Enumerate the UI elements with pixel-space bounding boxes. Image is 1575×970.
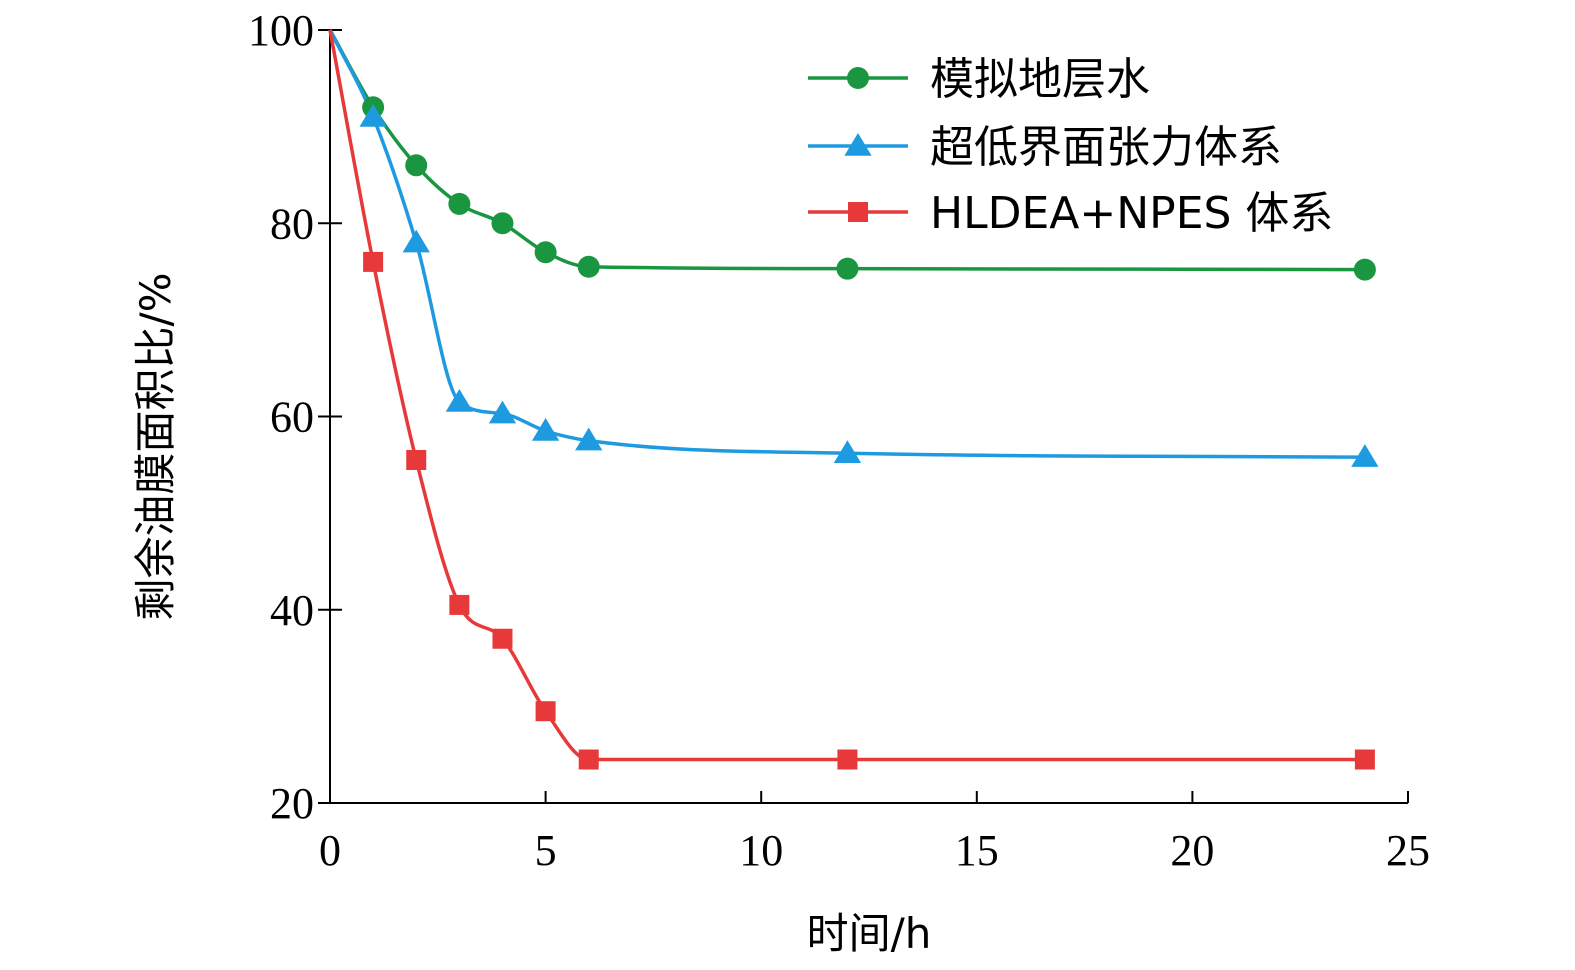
data-point-2-5 (535, 701, 556, 722)
legend-label-2: HLDEA+NPES 体系 (930, 188, 1333, 239)
data-point-2-1 (363, 251, 384, 272)
data-point-0-7 (836, 257, 859, 280)
series-line-1 (328, 29, 1365, 459)
x-tick-label: 5 (535, 826, 557, 875)
data-point-1-2 (402, 229, 430, 253)
x-tick-label: 10 (739, 826, 783, 875)
series-markers (359, 96, 1379, 770)
data-point-2-2 (406, 449, 427, 470)
data-point-1-6 (575, 427, 603, 451)
data-point-2-7 (837, 749, 858, 770)
data-point-2-8 (1354, 749, 1375, 770)
y-tick-label: 80 (270, 199, 314, 248)
y-tick-label: 60 (270, 393, 314, 442)
data-point-1-3 (445, 389, 474, 412)
data-point-1-5 (531, 417, 560, 441)
data-point-0-5 (534, 241, 557, 264)
legend-marker-2 (848, 202, 868, 222)
data-point-2-6 (578, 749, 599, 770)
y-tick-label: 40 (270, 586, 314, 635)
x-tick-label: 20 (1170, 826, 1214, 875)
legend-marker-0 (847, 67, 869, 89)
data-point-1-1 (359, 103, 387, 127)
axes: 0 5 10 15 20 25 20 40 60 80 100 (248, 6, 1430, 875)
y-axis-title: 剩余油膜面积比/% (131, 272, 180, 620)
data-point-0-8 (1353, 258, 1376, 281)
data-point-1-4 (488, 400, 517, 424)
x-tick-label: 0 (319, 826, 341, 875)
y-tick-label: 100 (248, 6, 314, 55)
data-point-0-2 (405, 154, 428, 177)
legend-label-0: 模拟地层水 (930, 54, 1150, 105)
data-point-0-4 (491, 212, 514, 235)
data-point-0-3 (448, 192, 471, 215)
data-point-0-6 (577, 255, 600, 278)
y-tick-label: 20 (270, 779, 314, 828)
x-tick-label: 15 (955, 826, 999, 875)
legend-marker-1 (844, 133, 872, 156)
x-tick-label: 25 (1386, 826, 1430, 875)
data-point-2-3 (449, 594, 470, 615)
series-line-2 (328, 29, 1365, 762)
data-point-1-8 (1351, 444, 1379, 467)
data-point-1-7 (833, 440, 862, 463)
legend-label-1: 超低界面张力体系 (930, 122, 1282, 173)
x-axis-title: 时间/h (807, 909, 932, 958)
data-point-2-4 (492, 628, 513, 649)
